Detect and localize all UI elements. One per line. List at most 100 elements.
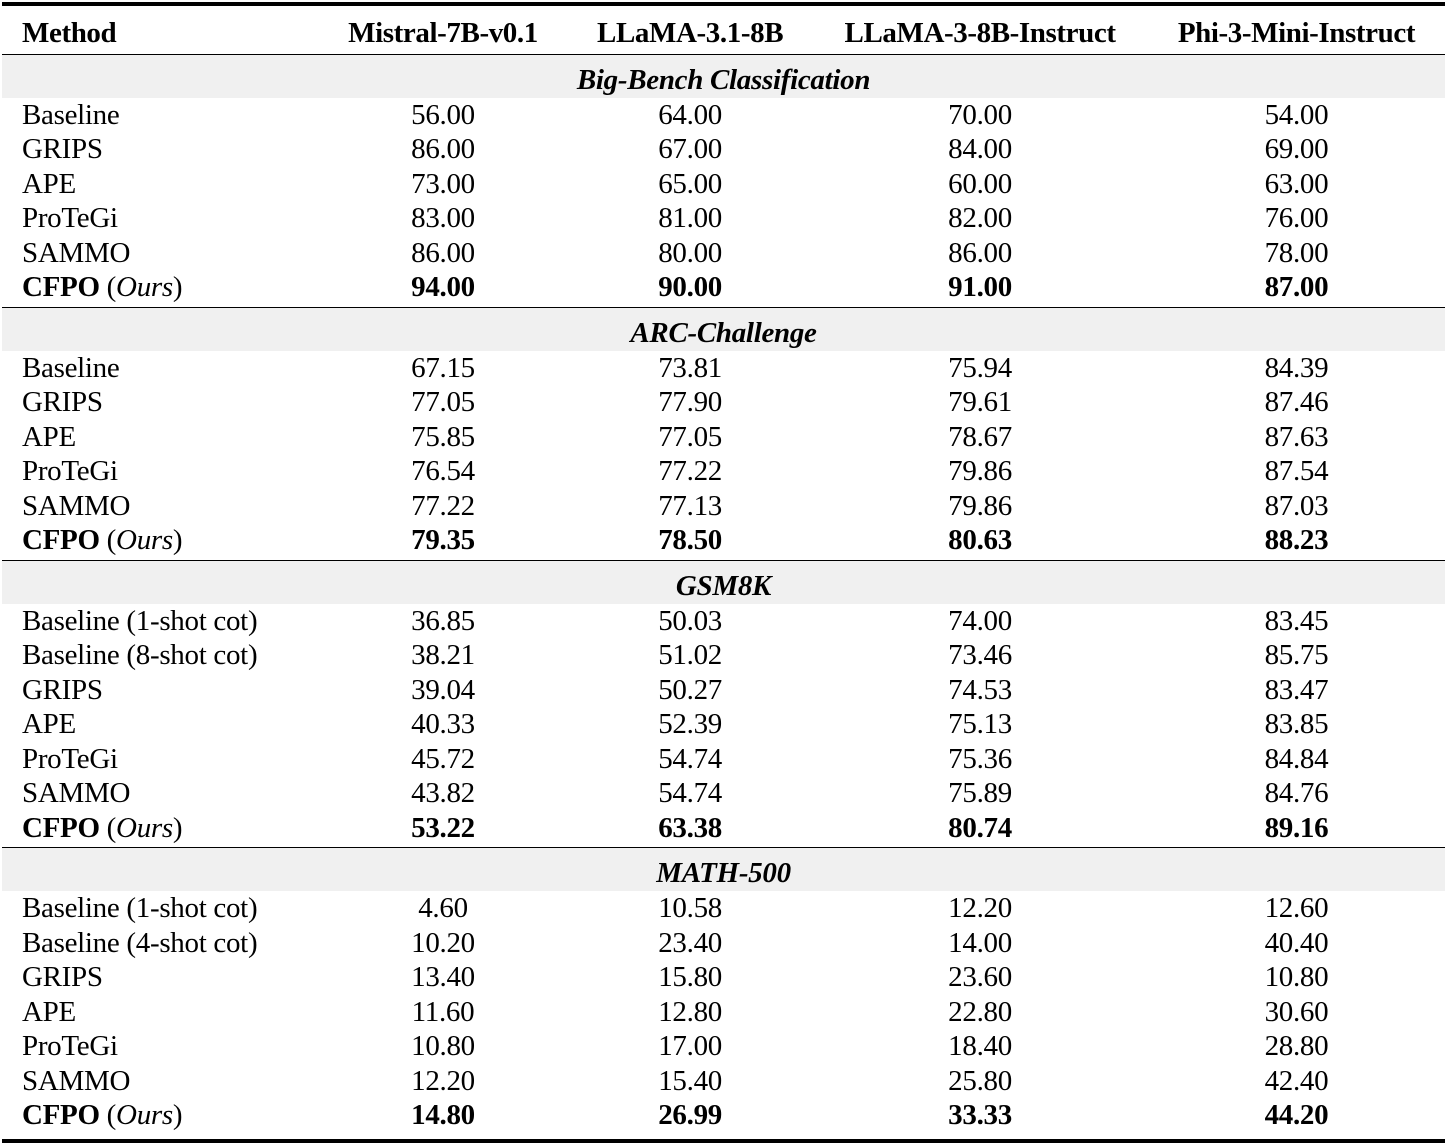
section-title: Big-Bench Classification [2,54,1445,98]
table-row: CFPO (Ours) 53.22 63.38 80.74 89.16 [2,810,1445,848]
table-row: GRIPS 13.40 15.80 23.60 10.80 [2,960,1445,995]
method-name: ProTeGi [22,1030,118,1062]
score-cell: 63.38 [568,810,813,848]
score-cell: 43.82 [411,777,475,809]
score-cell: 80.63 [812,523,1148,561]
score-cell: 75.13 [948,708,1012,740]
score-cell: 13.40 [411,961,475,993]
score-cell: 56.00 [411,98,475,131]
method-name: GRIPS [22,961,103,993]
ours-label: Ours [116,271,173,303]
section-title: MATH-500 [2,847,1445,891]
table-row: Baseline 56.00 64.00 70.00 54.00 [2,98,1445,133]
method-cell: GRIPS [2,673,318,708]
method-name: CFPO [22,524,100,556]
score-cell: 38.21 [411,639,475,671]
score-cell: 74.00 [948,604,1012,637]
method-name: Baseline (1-shot cot) [22,604,258,637]
table-row: SAMMO 43.82 54.74 75.89 84.76 [2,776,1445,811]
score-cell: 87.54 [1264,455,1329,487]
score-cell: 40.33 [411,708,475,740]
score-cell: 86.00 [411,133,475,165]
section-group: ARC-Challenge Baseline 67.15 73.81 75.94 84.3… [2,307,1445,561]
method-name: Baseline [22,98,120,131]
score-cell: 12.80 [658,995,722,1028]
score-cell: 77.13 [658,489,722,522]
header-llama-3-1-8b: LLaMA-3.1-8B [568,2,813,55]
method-cell: Baseline (1-shot cot) [2,604,318,639]
score-cell: 86.00 [411,236,475,269]
score-cell: 70.00 [948,98,1012,131]
score-cell: 91.00 [812,270,1148,308]
score-cell: 73.81 [658,351,722,384]
method-cell: CFPO (Ours) [2,810,318,848]
method-cell: SAMMO [2,1064,318,1099]
method-name: APE [22,167,76,200]
table-row: CFPO (Ours) 79.35 78.50 80.63 88.23 [2,523,1445,561]
score-cell: 67.15 [411,351,475,384]
score-cell: 10.20 [411,926,475,959]
score-cell: 44.20 [1147,1098,1445,1143]
score-cell: 63.00 [1264,167,1329,200]
method-cell: ProTeGi [2,201,318,236]
score-cell: 54.00 [1264,98,1329,131]
score-cell: 84.84 [1264,742,1329,775]
header-method: Method [2,2,318,55]
table-row: ProTeGi 76.54 77.22 79.86 87.54 [2,454,1445,489]
method-cell: GRIPS [2,132,318,167]
section-title: ARC-Challenge [2,307,1445,351]
score-cell: 12.20 [411,1064,475,1097]
score-cell: 87.46 [1264,386,1329,418]
score-cell: 88.23 [1147,523,1445,561]
method-name: SAMMO [22,489,131,522]
table-row: GRIPS 86.00 67.00 84.00 69.00 [2,132,1445,167]
score-cell: 12.60 [1264,892,1329,924]
header-row: Method Mistral-7B-v0.1 LLaMA-3.1-8B LLaM… [2,2,1445,55]
table-row: Baseline (4-shot cot) 10.20 23.40 14.00 40.4… [2,926,1445,961]
score-cell: 26.99 [568,1098,813,1143]
score-cell: 39.04 [411,673,475,706]
method-cell: SAMMO [2,489,318,524]
score-cell: 75.89 [948,777,1012,809]
score-cell: 77.05 [411,386,475,418]
score-cell: 76.54 [411,455,475,487]
ours-label: Ours [116,811,173,844]
score-cell: 74.53 [948,673,1012,706]
score-cell: 84.76 [1264,777,1329,809]
score-cell: 53.22 [318,810,569,848]
section-group: Big-Bench Classification Baseline 56.00 64.… [2,54,1445,308]
table-row: CFPO (Ours) 94.00 90.00 91.00 87.00 [2,270,1445,308]
method-cell: CFPO (Ours) [2,523,318,561]
score-cell: 67.00 [658,133,722,165]
score-cell: 45.72 [411,742,475,775]
score-cell: 78.67 [948,420,1012,453]
score-cell: 25.80 [948,1064,1012,1097]
score-cell: 84.39 [1264,351,1329,384]
score-cell: 83.47 [1264,673,1329,706]
method-cell: CFPO (Ours) [2,270,318,308]
method-name: Baseline (4-shot cot) [22,926,258,959]
method-name: Baseline [22,351,120,384]
method-cell: ProTeGi [2,742,318,777]
score-cell: 75.85 [411,420,475,453]
score-cell: 36.85 [411,604,475,637]
method-name: Baseline (8-shot cot) [22,639,258,671]
section-header-row: ARC-Challenge [2,307,1445,351]
score-cell: 77.05 [658,420,722,453]
score-cell: 15.80 [658,961,722,993]
score-cell: 79.86 [948,455,1012,487]
score-cell: 79.61 [948,386,1012,418]
method-cell: GRIPS [2,385,318,420]
method-name: ProTeGi [22,202,118,234]
score-cell: 79.35 [318,523,569,561]
method-cell: CFPO (Ours) [2,1098,318,1143]
method-cell: ProTeGi [2,1029,318,1064]
ours-label: Ours [116,524,173,556]
score-cell: 65.00 [658,167,722,200]
method-cell: Baseline [2,98,318,133]
method-name: ProTeGi [22,742,118,775]
score-cell: 84.00 [948,133,1012,165]
header-mistral-7b: Mistral-7B-v0.1 [318,2,569,55]
score-cell: 87.63 [1264,420,1329,453]
